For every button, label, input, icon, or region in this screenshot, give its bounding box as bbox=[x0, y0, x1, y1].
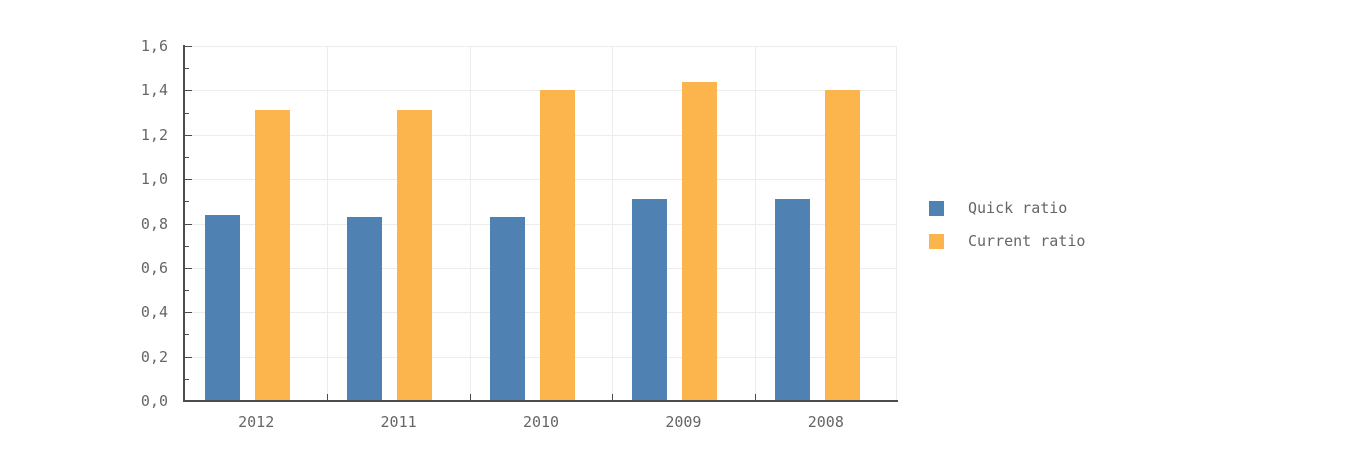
y-tick-label: 1,2 bbox=[140, 125, 168, 144]
y-axis-major-tick bbox=[185, 312, 192, 314]
y-axis-minor-tick bbox=[185, 245, 189, 247]
bar-current-ratio-2010 bbox=[539, 90, 575, 401]
legend-item-quick-ratio: Quick ratio bbox=[929, 200, 1085, 216]
horizontal-gridline bbox=[185, 46, 897, 47]
plot-area bbox=[185, 46, 897, 401]
bar-quick-ratio-2009 bbox=[632, 199, 668, 401]
bar-current-ratio-2009 bbox=[682, 81, 718, 401]
x-tick-label: 2010 bbox=[522, 413, 560, 431]
bar-quick-ratio-2012 bbox=[205, 214, 240, 401]
y-tick-label: 1,6 bbox=[140, 37, 168, 55]
vertical-gridline bbox=[755, 46, 756, 401]
bar-quick-ratio-2010 bbox=[489, 216, 525, 401]
y-axis-minor-tick bbox=[185, 378, 189, 380]
x-axis-tick bbox=[755, 394, 756, 401]
y-tick-label: 0,4 bbox=[140, 303, 168, 322]
y-axis-line bbox=[183, 45, 185, 402]
y-tick-label: 1,0 bbox=[140, 170, 168, 189]
y-tick-label: 0,6 bbox=[140, 258, 168, 277]
legend-item-current-ratio: Current ratio bbox=[929, 233, 1085, 249]
y-axis-minor-tick bbox=[185, 156, 189, 158]
x-tick-label: 2012 bbox=[238, 413, 275, 431]
legend-swatch-quick-ratio bbox=[929, 200, 944, 216]
legend-label-current-ratio: Current ratio bbox=[968, 232, 1086, 250]
y-axis-minor-tick bbox=[185, 112, 189, 114]
legend-swatch-current-ratio bbox=[929, 233, 944, 249]
bar-quick-ratio-2008 bbox=[774, 199, 810, 401]
bar-quick-ratio-2011 bbox=[347, 216, 383, 401]
x-axis-tick bbox=[612, 394, 613, 401]
bar-current-ratio-2012 bbox=[255, 110, 290, 401]
legend: Quick ratio Current ratio bbox=[929, 200, 1085, 266]
vertical-gridline bbox=[612, 46, 613, 401]
x-axis-tick bbox=[327, 394, 328, 401]
y-axis-minor-tick bbox=[185, 334, 189, 336]
y-axis-major-tick bbox=[185, 179, 192, 181]
x-tick-label: 2011 bbox=[380, 413, 417, 431]
y-tick-label: 1,4 bbox=[140, 81, 168, 100]
vertical-gridline bbox=[470, 46, 471, 401]
y-axis-minor-tick bbox=[185, 201, 189, 203]
y-axis-minor-tick bbox=[185, 68, 189, 70]
y-axis-minor-tick bbox=[185, 290, 189, 292]
x-axis-line bbox=[183, 400, 898, 402]
y-axis-major-tick bbox=[185, 134, 192, 136]
x-tick-label: 2008 bbox=[807, 413, 844, 431]
y-tick-label: 0,2 bbox=[140, 347, 168, 366]
bar-current-ratio-2008 bbox=[824, 90, 860, 401]
y-axis-major-tick bbox=[185, 267, 192, 269]
y-tick-label: 0,0 bbox=[140, 392, 168, 410]
y-axis-major-tick bbox=[185, 90, 192, 92]
vertical-gridline bbox=[327, 46, 328, 401]
y-axis-major-tick bbox=[185, 356, 192, 358]
bar-current-ratio-2011 bbox=[397, 110, 433, 401]
x-tick-label: 2009 bbox=[665, 413, 702, 431]
y-tick-label: 0,8 bbox=[140, 214, 168, 233]
y-axis-major-tick bbox=[185, 46, 192, 47]
y-axis-major-tick bbox=[185, 223, 192, 225]
plot-right-border bbox=[896, 46, 897, 401]
legend-label-quick-ratio: Quick ratio bbox=[968, 199, 1068, 217]
x-axis-tick bbox=[470, 394, 471, 401]
